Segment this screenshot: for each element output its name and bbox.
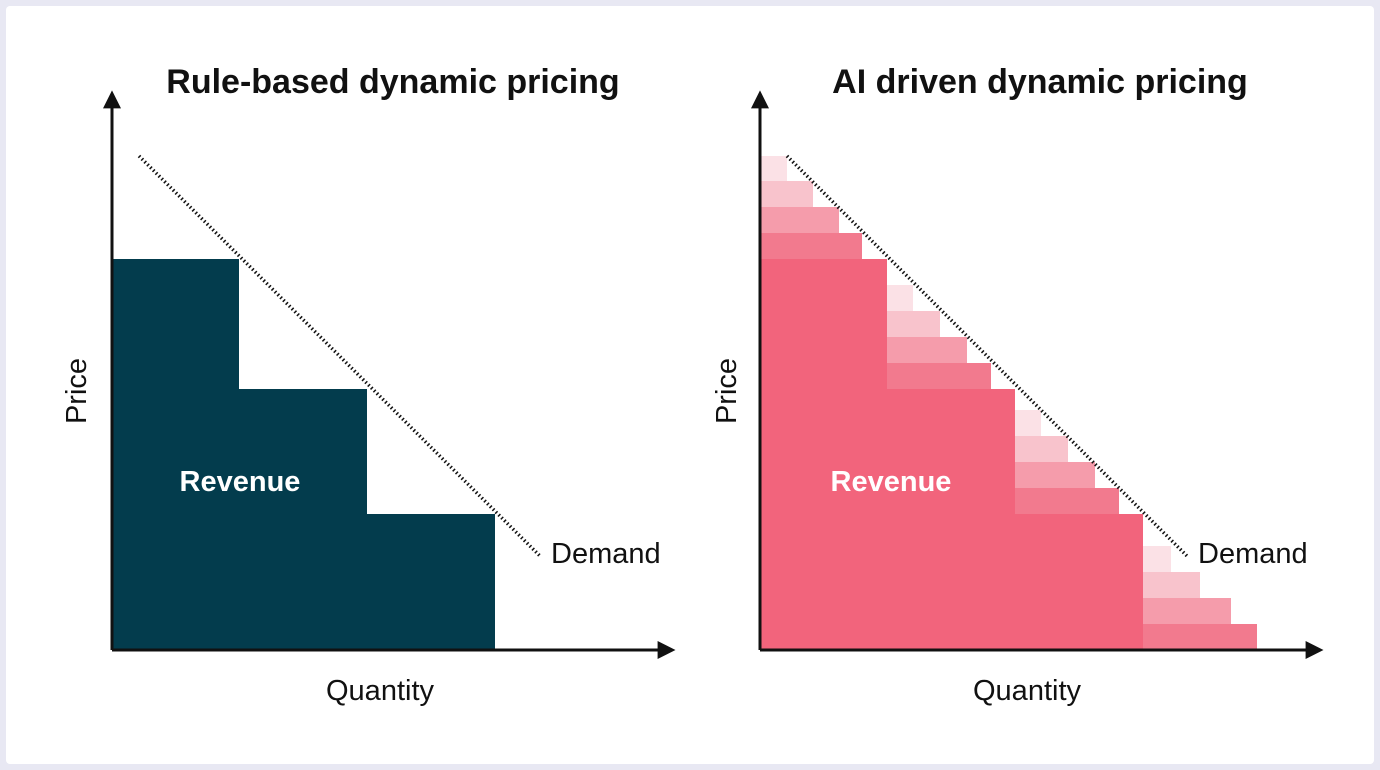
rule-based-y-axis-label: Price xyxy=(61,358,93,424)
ai-step-block-2-step-3 xyxy=(887,311,940,337)
rule-based-demand-label: Demand xyxy=(551,538,661,570)
ai-step-block-1-step-3 xyxy=(760,181,813,207)
ai-driven-title: AI driven dynamic pricing xyxy=(832,63,1248,101)
ai-step-block-3-step-4 xyxy=(1015,410,1041,436)
ai-driven-revenue-area xyxy=(760,259,1143,650)
rule-based-panel: Rule-based dynamic pricing Revenue Deman… xyxy=(61,63,676,707)
ai-driven-x-axis-label: Quantity xyxy=(973,675,1081,707)
ai-step-block-4-step-2 xyxy=(1143,598,1231,624)
ai-step-block-3-step-2 xyxy=(1015,462,1095,488)
ai-step-block-1-step-2 xyxy=(760,207,839,233)
ai-step-block-3-step-3 xyxy=(1015,436,1068,462)
rule-based-revenue-label: Revenue xyxy=(180,466,301,498)
ai-step-block-2-step-2 xyxy=(887,337,967,363)
ai-driven-y-axis-label: Price xyxy=(711,358,743,424)
ai-step-block-4-step-4 xyxy=(1143,546,1171,572)
ai-driven-panel: AI driven dynamic pricing Revenue Demand… xyxy=(711,63,1324,707)
ai-step-block-4-step-3 xyxy=(1143,572,1200,598)
rule-based-x-axis-label: Quantity xyxy=(326,675,434,707)
ai-step-block-2-step-4 xyxy=(887,285,913,311)
rule-based-title: Rule-based dynamic pricing xyxy=(166,63,619,101)
ai-step-block-1-step-4 xyxy=(760,156,787,181)
ai-step-block-2-step-1 xyxy=(887,363,991,389)
ai-driven-revenue-label: Revenue xyxy=(831,466,952,498)
ai-step-block-3-step-1 xyxy=(1015,488,1119,514)
rule-based-revenue-area xyxy=(112,259,495,650)
ai-step-block-4-step-1 xyxy=(1143,624,1257,650)
ai-step-block-1-step-1 xyxy=(760,233,862,259)
ai-driven-demand-label: Demand xyxy=(1198,538,1308,570)
